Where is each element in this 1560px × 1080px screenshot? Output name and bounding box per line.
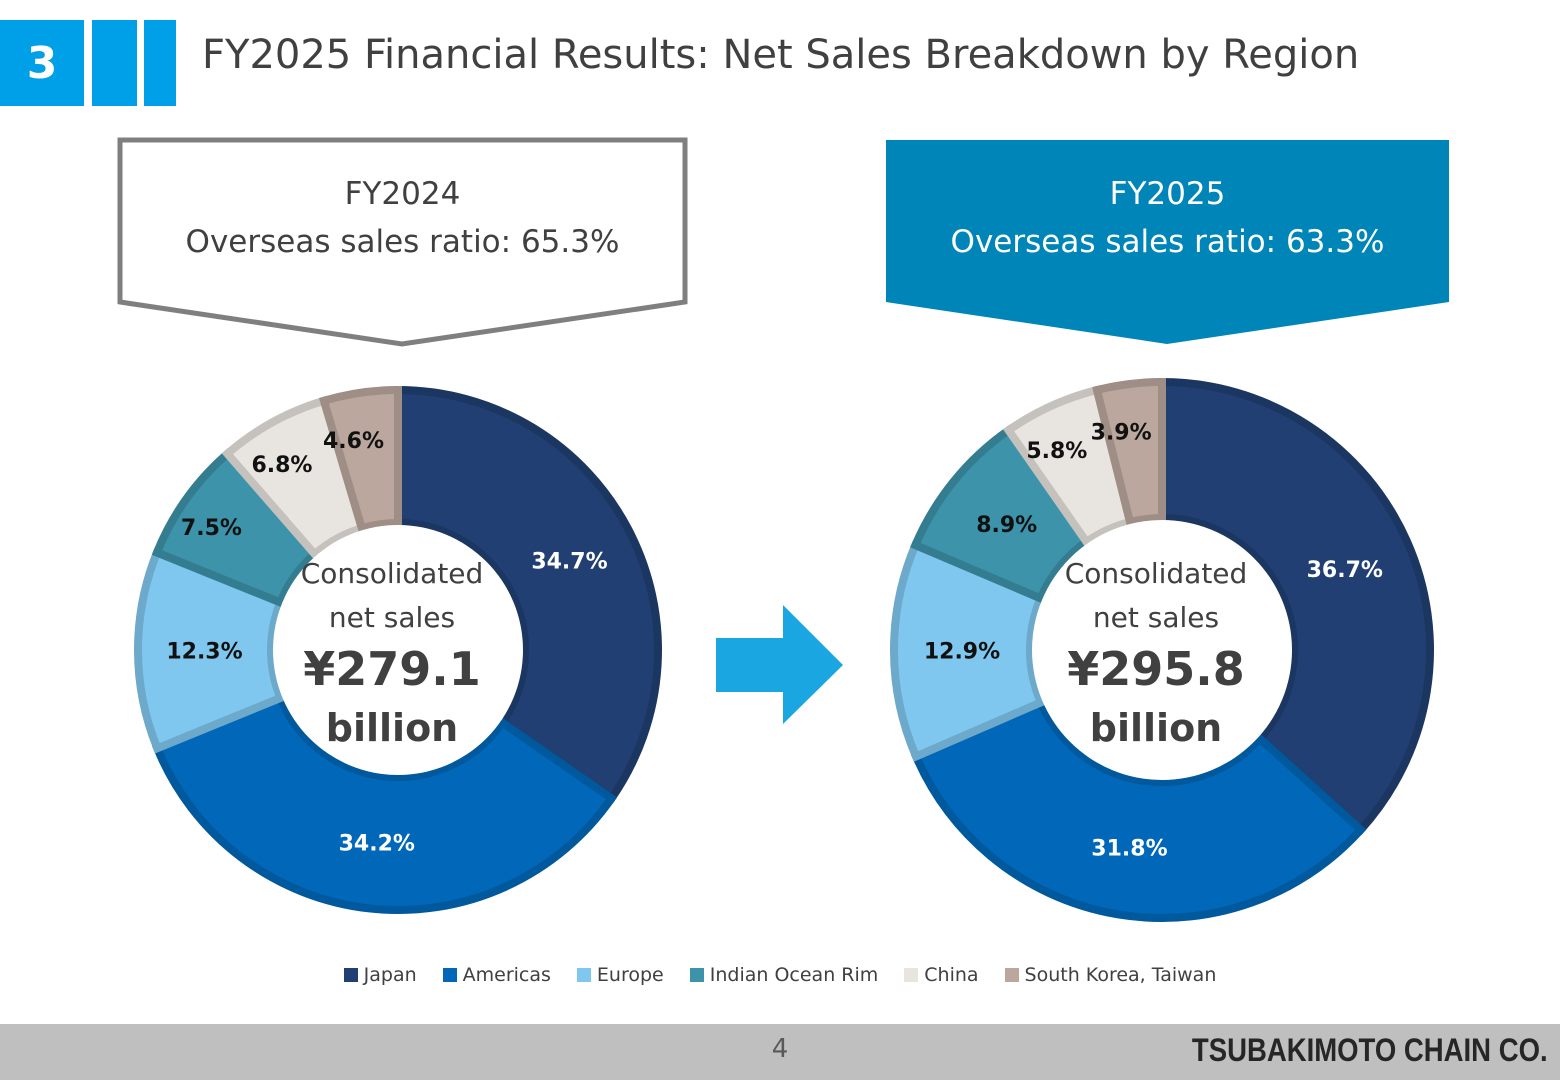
donut-hole — [273, 525, 523, 775]
fy2025-callout-year: FY2025 — [1109, 176, 1226, 212]
legend-label: Indian Ocean Rim — [709, 964, 879, 986]
donut-label-europe: 12.9% — [924, 640, 1000, 665]
fy2025-net-sales-unit: billion — [1089, 706, 1223, 750]
page-title: FY2025 Financial Results: Net Sales Brea… — [202, 32, 1360, 78]
transition-arrow-icon — [716, 605, 843, 724]
fy2025-center-line2: net sales — [1092, 601, 1220, 634]
fy2024-callout-ratio: Overseas sales ratio: 65.3% — [185, 224, 620, 260]
fy2024-center-label: Consolidated net sales ¥279.1 billion — [272, 552, 512, 758]
donut-label-europe: 12.3% — [166, 639, 242, 664]
fy2025-center-line1: Consolidated — [1064, 557, 1248, 590]
fy2024-net-sales-amount: ¥279.1 — [303, 642, 481, 696]
legend-label: China — [924, 964, 979, 986]
donut-label-china: 5.8% — [1026, 439, 1087, 464]
fy2025-center-label: Consolidated net sales ¥295.8 billion — [1036, 552, 1276, 758]
donut-label-americas: 34.2% — [339, 831, 415, 856]
fy2025-callout: FY2025 Overseas sales ratio: 63.3% — [886, 170, 1449, 266]
fy2024-callout-shape — [117, 137, 688, 347]
fy2025-donut-chart: 36.7% 31.8% 12.9% 8.9% 5.8%3.9% — [890, 377, 1434, 922]
fy2024-center-line1: Consolidated — [300, 557, 484, 590]
legend-swatch — [576, 968, 591, 982]
legend-swatch — [689, 968, 704, 982]
donut-label-japan: 36.7% — [1307, 558, 1383, 583]
fy2024-donut-chart: 34.7% 34.2% 12.3% 7.5% 6.8% 4.6% — [134, 385, 662, 914]
donut-label-south-korea-taiwan: 3.9% — [1091, 421, 1152, 446]
legend-label: Japan — [363, 964, 417, 986]
legend-swatch — [1004, 968, 1019, 982]
donut-slice-japan — [1158, 377, 1434, 836]
donut-label-china: 6.8% — [251, 453, 312, 478]
fy2024-center-line2: net sales — [328, 601, 456, 634]
fy2025-net-sales-amount: ¥295.8 — [1067, 642, 1245, 696]
donut-label-south-korea-taiwan: 4.6% — [323, 429, 384, 454]
donut-slice-south-korea-taiwan — [1092, 377, 1166, 527]
fy2024-net-sales-unit: billion — [325, 706, 459, 750]
fy2025-callout-shape — [886, 140, 1449, 344]
donut-slice-americas — [152, 692, 618, 914]
header-accent-bar — [144, 20, 176, 106]
charts-canvas: 34.7% 34.2% 12.3% 7.5% 6.8% 4.6% 36.7% 31.8% 12… — [117, 137, 1449, 922]
fy2025-callout-ratio: Overseas sales ratio: 63.3% — [950, 224, 1385, 260]
legend-swatch — [442, 968, 457, 982]
donut-hole — [1032, 520, 1292, 780]
legend-item: Indian Ocean Rim — [689, 964, 879, 986]
donut-slice-americas — [910, 697, 1367, 922]
company-logo-text: TSUBAKIMOTO CHAIN CO. — [1192, 1032, 1548, 1068]
legend-label: South Korea, Taiwan — [1024, 964, 1217, 986]
page-number: 4 — [771, 1034, 789, 1064]
legend-item: Europe — [576, 964, 664, 986]
section-number-badge: 3 — [0, 20, 84, 106]
header-accent-bar — [92, 20, 137, 106]
legend-label: Europe — [596, 964, 664, 986]
legend-label: Americas — [462, 964, 551, 986]
donut-label-japan: 34.7% — [531, 549, 607, 574]
donut-label-indian-ocean-rim: 8.9% — [976, 513, 1037, 538]
fy2024-callout: FY2024 Overseas sales ratio: 65.3% — [120, 170, 685, 266]
donut-slice-south-korea-taiwan — [318, 385, 402, 534]
legend-item: Americas — [442, 964, 551, 986]
chart-legend: Japan Americas Europe Indian Ocean Rim China… — [0, 964, 1560, 986]
donut-slice-japan — [394, 385, 662, 804]
fy2024-callout-year: FY2024 — [344, 176, 461, 212]
legend-item: South Korea, Taiwan — [1004, 964, 1217, 986]
legend-item: China — [904, 964, 979, 986]
legend-swatch — [343, 968, 358, 982]
donut-label-indian-ocean-rim: 7.5% — [181, 516, 242, 541]
footer-bar — [0, 1024, 1560, 1080]
legend-swatch — [904, 968, 919, 982]
donut-label-americas: 31.8% — [1091, 836, 1167, 861]
legend-item: Japan — [343, 964, 417, 986]
